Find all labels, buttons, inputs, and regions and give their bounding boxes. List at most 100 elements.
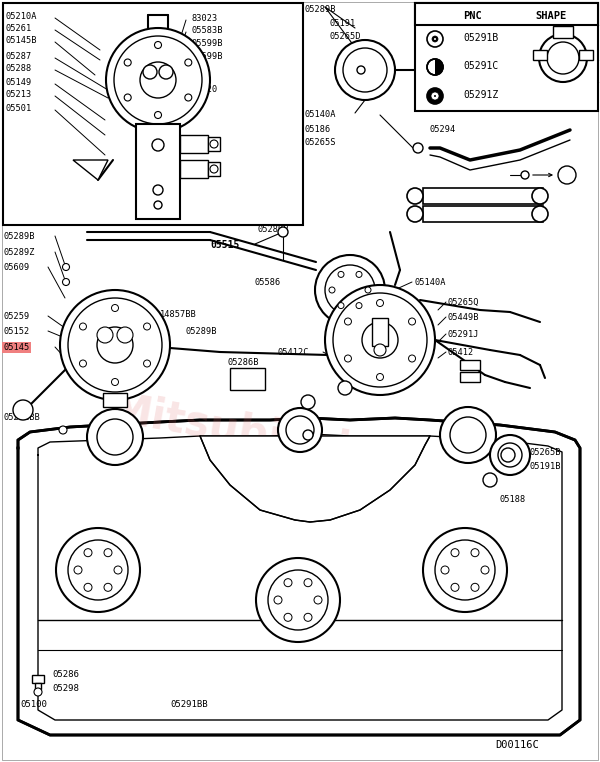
Circle shape: [124, 59, 131, 66]
Bar: [103, 393, 127, 407]
Circle shape: [335, 40, 395, 100]
Text: 05412: 05412: [448, 348, 474, 357]
Circle shape: [325, 285, 435, 395]
Circle shape: [377, 373, 383, 380]
Circle shape: [427, 59, 443, 75]
Circle shape: [558, 166, 576, 184]
Circle shape: [59, 426, 67, 434]
Circle shape: [301, 395, 315, 409]
Text: 05186: 05186: [305, 125, 331, 134]
Circle shape: [84, 584, 92, 591]
Circle shape: [112, 379, 119, 386]
Circle shape: [153, 185, 163, 195]
Circle shape: [451, 584, 459, 591]
Text: 05291B: 05291B: [463, 33, 498, 43]
Circle shape: [13, 400, 33, 420]
Circle shape: [152, 139, 164, 151]
Circle shape: [155, 41, 161, 49]
Circle shape: [284, 578, 292, 587]
Text: 05265D: 05265D: [330, 32, 361, 41]
Text: REF. 13-020: REF. 13-020: [427, 190, 486, 199]
Circle shape: [84, 549, 92, 557]
Text: 05599B: 05599B: [192, 52, 223, 61]
Text: 05291J: 05291J: [448, 330, 479, 339]
Text: 14857BB: 14857BB: [160, 310, 197, 319]
Bar: [415, 3, 598, 111]
Text: 05145: 05145: [3, 343, 29, 352]
Circle shape: [278, 227, 288, 237]
Circle shape: [124, 94, 131, 101]
Text: 05265S: 05265S: [305, 138, 337, 147]
Circle shape: [532, 206, 548, 222]
Circle shape: [547, 42, 579, 74]
Bar: [579, 50, 593, 60]
Circle shape: [521, 171, 529, 179]
Circle shape: [356, 271, 362, 277]
Circle shape: [501, 448, 515, 462]
Circle shape: [304, 613, 312, 621]
Text: SHAPE: SHAPE: [535, 11, 566, 21]
Bar: [533, 50, 547, 60]
Circle shape: [365, 287, 371, 293]
Circle shape: [338, 381, 352, 395]
Circle shape: [434, 95, 436, 97]
Circle shape: [441, 566, 449, 574]
Circle shape: [286, 416, 314, 444]
Circle shape: [97, 327, 113, 343]
Circle shape: [434, 38, 436, 40]
Text: 05149: 05149: [5, 78, 31, 87]
Circle shape: [106, 28, 210, 132]
Bar: [372, 318, 388, 346]
Text: 05586: 05586: [255, 278, 281, 287]
Circle shape: [284, 613, 292, 621]
Circle shape: [268, 570, 328, 630]
Circle shape: [362, 322, 398, 358]
Text: 05291Z: 05291Z: [463, 90, 498, 100]
Text: 05289B: 05289B: [185, 327, 217, 336]
Text: REF. 13-020: REF. 13-020: [427, 208, 486, 217]
Circle shape: [427, 88, 443, 104]
Circle shape: [79, 323, 86, 330]
Circle shape: [104, 549, 112, 557]
Text: 6: 6: [538, 210, 542, 219]
Circle shape: [60, 290, 170, 400]
Polygon shape: [200, 436, 430, 522]
Bar: [460, 372, 480, 382]
Circle shape: [143, 360, 151, 367]
Circle shape: [532, 188, 548, 204]
Text: 05291C: 05291C: [463, 61, 498, 71]
Bar: [32, 675, 44, 683]
Circle shape: [450, 417, 486, 453]
Text: 05140A: 05140A: [305, 110, 337, 119]
Text: 05298: 05298: [52, 684, 79, 693]
Circle shape: [304, 578, 312, 587]
Text: 05210A: 05210A: [5, 12, 37, 21]
Polygon shape: [18, 418, 580, 735]
Circle shape: [62, 278, 70, 286]
Bar: [423, 206, 543, 222]
Bar: [415, 3, 598, 25]
Text: 5: 5: [538, 191, 542, 200]
Circle shape: [159, 65, 173, 79]
Text: 05289Z: 05289Z: [3, 248, 35, 257]
Text: 05286: 05286: [52, 670, 79, 679]
Text: 05289B: 05289B: [3, 232, 35, 241]
Circle shape: [210, 140, 218, 148]
Text: 05609: 05609: [3, 263, 29, 272]
Circle shape: [490, 435, 530, 475]
Text: 05583B: 05583B: [192, 26, 223, 35]
Circle shape: [409, 355, 416, 362]
Text: 05294: 05294: [430, 125, 456, 134]
Circle shape: [114, 566, 122, 574]
Circle shape: [423, 528, 507, 612]
Circle shape: [154, 201, 162, 209]
Bar: [180, 160, 208, 178]
Text: 05291BB: 05291BB: [170, 700, 208, 709]
Text: 05220: 05220: [192, 85, 218, 94]
Text: 05289B: 05289B: [268, 438, 299, 447]
Bar: [35, 683, 41, 689]
Circle shape: [377, 299, 383, 306]
Bar: [3, 3, 303, 225]
Circle shape: [56, 528, 140, 612]
Circle shape: [325, 265, 375, 315]
